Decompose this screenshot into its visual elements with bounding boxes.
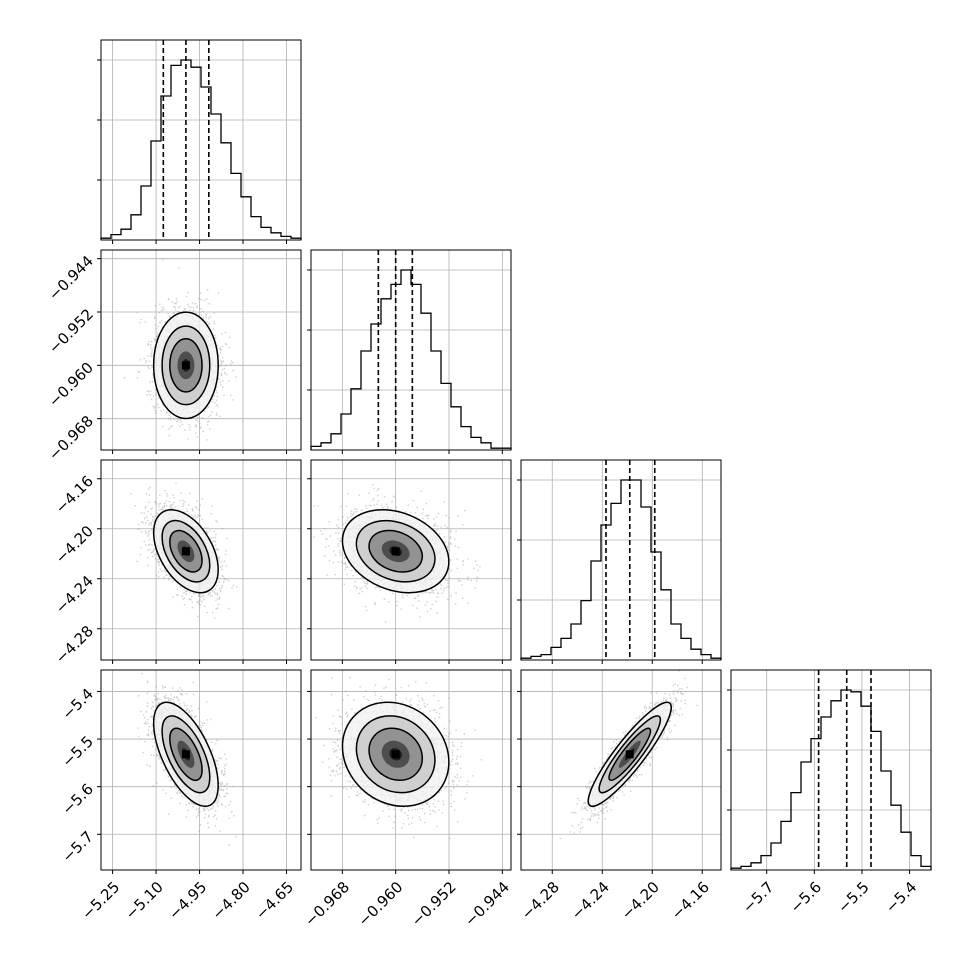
scatter-panel-3-1	[307, 669, 512, 874]
x-tick-label: −0.968	[301, 878, 353, 930]
peak-marker	[181, 361, 190, 370]
scatter-panel-2-1	[307, 459, 512, 664]
contour-line	[169, 727, 203, 782]
contour-line	[587, 701, 672, 808]
x-tick-label: −4.28	[518, 878, 563, 923]
y-tick-label: −5.5	[59, 732, 97, 770]
x-tick-label: −4.65	[252, 878, 297, 923]
x-tick-label: −0.960	[354, 878, 406, 930]
panel-frame	[520, 459, 722, 661]
peak-marker	[625, 750, 634, 759]
contour-line	[152, 311, 219, 420]
contour-line	[161, 325, 211, 406]
x-tick-label: −4.80	[209, 878, 254, 923]
y-tick-label: −0.968	[45, 412, 97, 464]
contour-line	[161, 519, 211, 583]
x-tick-label: −4.16	[668, 878, 713, 923]
scatter-panel-3-0	[97, 669, 302, 874]
hist-step	[310, 269, 512, 450]
y-tick-label: −5.7	[59, 828, 97, 866]
hist-panel-3	[727, 669, 932, 874]
x-tick-label: −5.7	[739, 878, 777, 916]
contour-line	[161, 715, 211, 794]
panel-frame	[730, 669, 932, 871]
hist-step	[520, 479, 722, 660]
panel-frame	[310, 249, 512, 451]
panel-frame	[100, 39, 302, 241]
contour-line	[368, 529, 424, 573]
y-tick-label: −4.28	[52, 622, 97, 667]
x-tick-label: −4.20	[618, 878, 663, 923]
hist-step	[100, 59, 302, 240]
contour-line	[368, 727, 424, 782]
x-tick-label: −5.10	[122, 878, 167, 923]
y-tick-label: −4.16	[52, 472, 97, 517]
panel-frame	[100, 249, 302, 451]
contour-line	[152, 701, 219, 808]
x-tick-label: −5.25	[78, 878, 123, 923]
panel-frame	[310, 459, 512, 661]
y-tick-label: −0.960	[45, 359, 97, 411]
panel-frame	[100, 459, 302, 661]
x-tick-label: −4.95	[165, 878, 210, 923]
y-tick-label: −0.952	[45, 305, 97, 357]
peak-marker	[181, 547, 190, 556]
contour-line	[152, 509, 219, 594]
contour-line	[169, 337, 203, 393]
x-tick-label: −0.952	[408, 878, 460, 930]
y-tick-label: −0.944	[45, 252, 97, 304]
x-tick-label: −0.944	[461, 878, 513, 930]
contour-line	[608, 727, 652, 782]
hist-step	[730, 689, 932, 870]
y-tick-label: −4.24	[52, 572, 97, 617]
hist-panel-1	[307, 249, 512, 454]
contour-line	[355, 715, 436, 794]
y-tick-label: −4.20	[52, 522, 97, 567]
y-tick-label: −5.4	[59, 685, 97, 723]
peak-marker	[181, 750, 190, 759]
peak-marker	[391, 750, 400, 759]
scatter-panel-2-0	[97, 459, 302, 664]
hist-panel-0	[97, 39, 302, 244]
panel-frame	[100, 669, 302, 871]
x-tick-label: −5.5	[834, 878, 872, 916]
contour-line	[169, 529, 203, 573]
contour-line	[341, 509, 450, 594]
scatter-panel-1-0	[97, 249, 302, 454]
y-tick-label: −5.6	[59, 780, 97, 818]
x-tick-label: −5.6	[787, 878, 825, 916]
contour-line	[598, 715, 662, 794]
contour-line	[355, 519, 436, 583]
scatter-panel-3-2	[517, 669, 722, 874]
peak-marker	[391, 547, 400, 556]
panel-frame	[310, 669, 512, 871]
x-tick-label: −5.4	[882, 878, 920, 916]
hist-panel-2	[517, 459, 722, 664]
x-tick-label: −4.24	[568, 878, 613, 923]
contour-line	[341, 701, 450, 808]
panel-frame	[520, 669, 722, 871]
